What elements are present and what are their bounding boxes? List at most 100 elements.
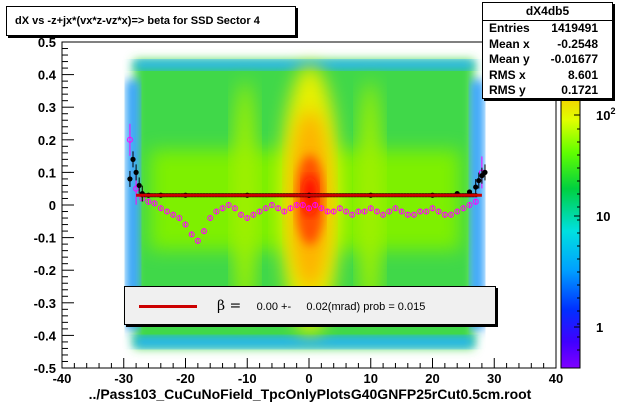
black-point [130,156,136,162]
magenta-point [201,228,208,235]
magenta-point [318,205,325,212]
magenta-point [324,208,331,215]
magenta-point [454,208,461,215]
x-tick-label: -40 [53,371,72,386]
heatmap-edge [470,80,484,330]
z-tick-label: 1 [596,320,603,335]
magenta-point [355,208,362,215]
magenta-point [275,205,282,212]
magenta-point [219,205,226,212]
heatmap-ridge [233,80,257,320]
fit-legend-value: 0.00 +- 0.02(mrad) prob = 0.015 [256,301,426,313]
y-tick-label: 0.1 [38,165,56,180]
stats-row: RMS x 8.601 [483,68,612,84]
magenta-point [472,198,479,205]
black-point [479,173,485,179]
stats-label: Entries [489,21,530,35]
magenta-point [373,208,380,215]
magenta-point [231,205,238,212]
x-tick-label: -20 [176,371,195,386]
x-tick-label: 0 [305,371,312,386]
x-tick-label: 20 [425,371,439,386]
stats-name: dX4db5 [483,3,612,21]
chart-title: dX vs -z+jx*(vx*z-vz*x)=> beta for SSD S… [6,6,296,36]
magenta-point [299,202,306,208]
magenta-point [392,205,399,212]
magenta-point [367,205,374,212]
stats-row: Entries 1419491 [483,21,612,37]
y-axis: -0.5 -0.4 -0.3 -0.2 -0.1 0 0.1 0.2 0.3 0.4 0.5 [34,35,74,376]
magenta-point [126,136,133,143]
magenta-point [312,202,319,208]
y-tick-label: 0.5 [38,35,56,50]
magenta-point [306,205,312,212]
y-tick-label: -0.3 [34,296,56,311]
magenta-point [404,211,411,218]
y-tick-label: 0.2 [38,133,56,148]
heatmap-ridge [358,80,382,320]
magenta-point [244,215,251,222]
x-tick-label: -30 [114,371,133,386]
stats-value: 1419491 [551,21,598,35]
magenta-point [361,208,368,215]
magenta-point [349,211,356,218]
magenta-point [336,205,343,212]
z-tick-label: 10 [596,209,610,224]
z-tick-label: 102 [596,106,615,123]
magenta-point [250,211,257,218]
black-point [473,184,479,190]
x-tick-label: 30 [487,371,501,386]
heatmap-outer-band [134,60,474,70]
stats-label: RMS x [489,67,526,82]
stats-value: 0.1721 [561,83,598,97]
stats-row: Mean y -0.01677 [483,52,612,68]
magenta-point [256,208,263,215]
heatmap-outer-band [134,336,474,348]
stats-value: -0.2548 [557,36,598,51]
magenta-point [330,208,337,215]
x-tick-label: -10 [238,371,257,386]
black-point [476,177,482,184]
magenta-point [213,208,220,215]
magenta-point [293,202,300,208]
magenta-point [423,208,430,215]
stats-label: Mean x [489,36,530,51]
chart-title-text: dX vs -z+jx*(vx*z-vz*x)=> beta for SSD S… [15,15,260,27]
y-tick-label: 0.3 [38,100,56,115]
magenta-point [448,211,455,218]
magenta-point [287,205,294,212]
magenta-point [386,208,393,215]
magenta-point [398,208,405,215]
magenta-point [441,211,448,218]
black-point [136,182,142,189]
magenta-point [145,198,152,205]
magenta-point [176,215,183,222]
black-point [482,169,488,175]
stats-value: -0.01677 [550,52,598,66]
stats-value: 8.601 [567,67,598,82]
x-axis: -40 -30 -20 -10 0 10 20 30 40 [53,358,563,386]
magenta-point [170,211,177,218]
stats-row: RMS y 0.1721 [483,83,612,99]
magenta-point [133,185,140,192]
y-tick-label: -0.5 [34,361,56,376]
magenta-point [151,200,158,207]
magenta-point [182,221,189,228]
profile-magenta [126,123,485,244]
x-tick-label: 40 [549,371,563,386]
magenta-point [163,208,170,215]
black-point [133,169,139,175]
y-tick-label: 0 [49,198,56,213]
magenta-point [157,205,164,212]
magenta-point [207,215,214,222]
magenta-point [225,202,232,208]
magenta-point [435,208,442,215]
magenta-point [238,211,245,218]
magenta-point [466,202,473,208]
fit-legend-text: β = 0.00 +- 0.02(mrad) prob = 0.015 [217,298,425,314]
heatmap [126,60,484,348]
black-point [127,176,133,182]
magenta-point [268,202,275,208]
stats-label: Mean y [489,52,530,66]
